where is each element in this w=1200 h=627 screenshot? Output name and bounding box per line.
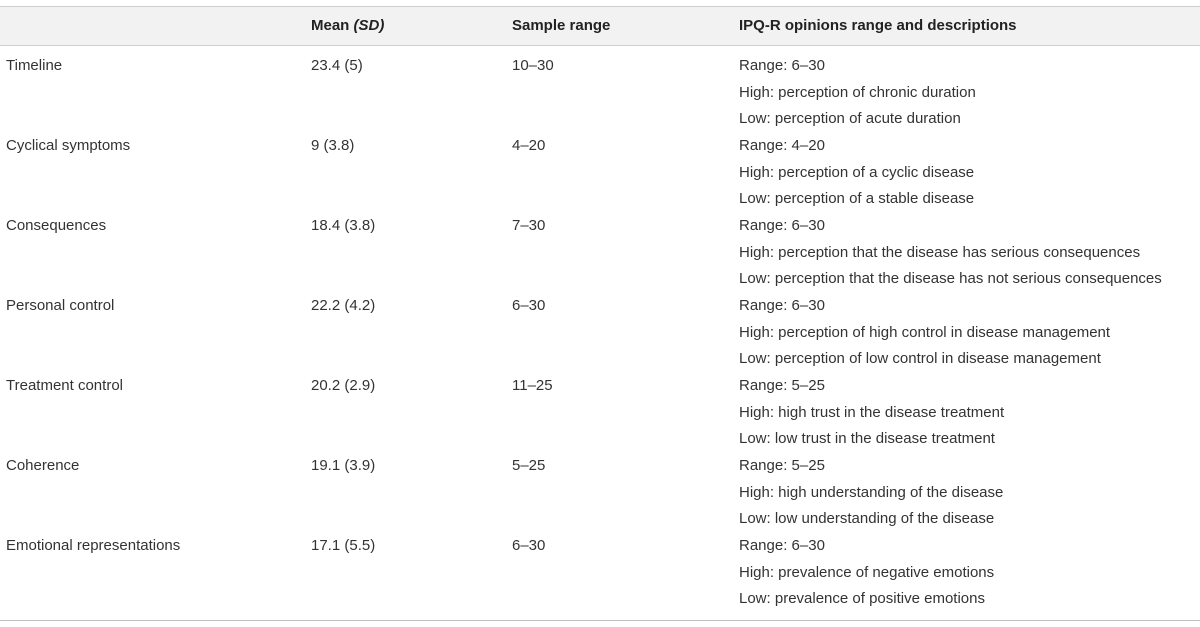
row-dimension-name: Emotional representations bbox=[6, 537, 181, 554]
row-mean-sd: 19.1 (3.9) bbox=[311, 457, 376, 474]
row-sample-range: 6–30 bbox=[512, 537, 546, 554]
table-row: Treatment control 20.2 (2.9) 11–25 Range… bbox=[0, 373, 1200, 453]
row-sample-range: 4–20 bbox=[512, 137, 546, 154]
row-dimension-name: Timeline bbox=[6, 57, 63, 74]
row-mean-sd: 23.4 (5) bbox=[311, 57, 363, 74]
row-mean-sd: 9 (3.8) bbox=[311, 137, 355, 154]
description-range: Range: 6–30 bbox=[739, 297, 825, 314]
header-sample-range: Sample range bbox=[512, 17, 611, 34]
row-mean-sd: 20.2 (2.9) bbox=[311, 377, 376, 394]
description-low: Low: low understanding of the disease bbox=[739, 510, 995, 528]
row-sample-range: 10–30 bbox=[512, 57, 554, 74]
row-dimension-name: Consequences bbox=[6, 217, 107, 234]
table-row: Timeline 23.4 (5) 10–30 Range: 6–30 High… bbox=[0, 53, 1200, 133]
row-dimension-name: Cyclical symptoms bbox=[6, 137, 131, 154]
row-description: Range: 6–30 High: perception that the di… bbox=[739, 213, 1162, 293]
description-high: High: perception of high control in dise… bbox=[739, 323, 1111, 341]
row-description: Range: 4–20 High: perception of a cyclic… bbox=[739, 133, 974, 213]
table-row: Emotional representations 17.1 (5.5) 6–3… bbox=[0, 533, 1200, 613]
description-range: Range: 4–20 bbox=[739, 137, 825, 154]
description-high: High: high trust in the disease treatmen… bbox=[739, 403, 1005, 421]
row-dimension-name: Treatment control bbox=[6, 377, 123, 394]
row-description: Range: 6–30 High: perception of chronic … bbox=[739, 53, 976, 133]
description-low: Low: perception of acute duration bbox=[739, 110, 961, 128]
description-high: High: prevalence of negative emotions bbox=[739, 563, 995, 581]
description-high: High: perception of chronic duration bbox=[739, 83, 976, 101]
row-sample-range: 11–25 bbox=[512, 377, 553, 394]
row-sample-range: 6–30 bbox=[512, 297, 546, 314]
row-description: Range: 6–30 High: perception of high con… bbox=[739, 293, 1110, 373]
row-description: Range: 5–25 High: high understanding of … bbox=[739, 453, 1003, 533]
description-high: High: perception of a cyclic disease bbox=[739, 163, 975, 181]
table-row: Consequences 18.4 (3.8) 7–30 Range: 6–30… bbox=[0, 213, 1200, 293]
row-mean-sd: 17.1 (5.5) bbox=[311, 537, 376, 554]
header-mean-sd: Mean (SD) bbox=[311, 17, 384, 34]
description-low: Low: perception of low control in diseas… bbox=[739, 350, 1101, 368]
description-low: Low: perception that the disease has not… bbox=[739, 270, 1162, 288]
table-bottom-border bbox=[0, 620, 1200, 621]
row-sample-range: 5–25 bbox=[512, 457, 546, 474]
row-dimension-name: Coherence bbox=[6, 457, 80, 474]
description-high: High: perception that the disease has se… bbox=[739, 243, 1141, 261]
row-sample-range: 7–30 bbox=[512, 217, 546, 234]
description-low: Low: perception of a stable disease bbox=[739, 190, 975, 208]
header-sd-label: (SD) bbox=[353, 17, 385, 34]
row-dimension-name: Personal control bbox=[6, 297, 115, 314]
table-row: Personal control 22.2 (4.2) 6–30 Range: … bbox=[0, 293, 1200, 373]
row-description: Range: 6–30 High: prevalence of negative… bbox=[739, 533, 994, 613]
description-range: Range: 5–25 bbox=[739, 457, 825, 474]
row-mean-sd: 18.4 (3.8) bbox=[311, 217, 376, 234]
table-row: Coherence 19.1 (3.9) 5–25 Range: 5–25 Hi… bbox=[0, 453, 1200, 533]
header-mean-label: Mean bbox=[311, 17, 354, 34]
description-high: High: high understanding of the disease bbox=[739, 483, 1004, 501]
table-row: Cyclical symptoms 9 (3.8) 4–20 Range: 4–… bbox=[0, 133, 1200, 213]
description-range: Range: 6–30 bbox=[739, 217, 825, 234]
description-range: Range: 6–30 bbox=[739, 57, 825, 74]
table-header: Mean (SD) Sample range IPQ-R opinions ra… bbox=[0, 6, 1200, 46]
row-mean-sd: 22.2 (4.2) bbox=[311, 297, 376, 314]
description-low: Low: low trust in the disease treatment bbox=[739, 430, 995, 448]
description-range: Range: 5–25 bbox=[739, 377, 825, 394]
description-low: Low: prevalence of positive emotions bbox=[739, 590, 985, 608]
header-opinions: IPQ-R opinions range and descriptions bbox=[739, 17, 1017, 34]
description-range: Range: 6–30 bbox=[739, 537, 825, 554]
row-description: Range: 5–25 High: high trust in the dise… bbox=[739, 373, 1004, 453]
